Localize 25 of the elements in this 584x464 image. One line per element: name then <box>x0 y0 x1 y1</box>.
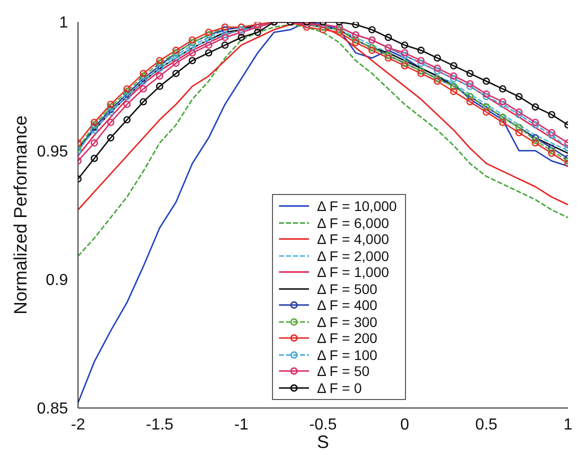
y-axis-title: Normalized Performance <box>10 115 30 315</box>
y-tick-label: 1 <box>59 14 68 32</box>
legend-label: Δ F = 100 <box>317 346 378 363</box>
x-axis-title: S <box>316 432 330 452</box>
x-tick-label: 1 <box>564 416 573 434</box>
legend-label: Δ F = 2,000 <box>317 248 390 264</box>
x-tick-label: -1.5 <box>146 416 174 434</box>
legend-label: Δ F = 6,000 <box>317 214 390 231</box>
x-tick-label: 0.5 <box>475 416 498 434</box>
y-tick-label: 0.95 <box>36 143 68 160</box>
x-tick-label: -2 <box>70 416 86 434</box>
x-tick-label: -1 <box>234 416 249 434</box>
legend-label: Δ F = 1,000 <box>317 264 390 280</box>
legend-label: Δ F = 300 <box>317 314 378 330</box>
legend-label: Δ F = 400 <box>317 297 378 314</box>
legend-label: Δ F = 10,000 <box>317 198 397 214</box>
legend-label: Δ F = 4,000 <box>317 231 390 248</box>
legend-label: Δ F = 0 <box>317 380 362 396</box>
x-tick-label: 0 <box>400 416 410 434</box>
y-tick-label: 0.85 <box>36 400 68 418</box>
legend-label: Δ F = 500 <box>317 280 378 297</box>
x-tick-label: -0.5 <box>309 416 337 434</box>
y-tick-label: 0.9 <box>46 272 68 290</box>
legend-label: Δ F = 50 <box>317 363 370 380</box>
legend-label: Δ F = 200 <box>317 330 378 346</box>
